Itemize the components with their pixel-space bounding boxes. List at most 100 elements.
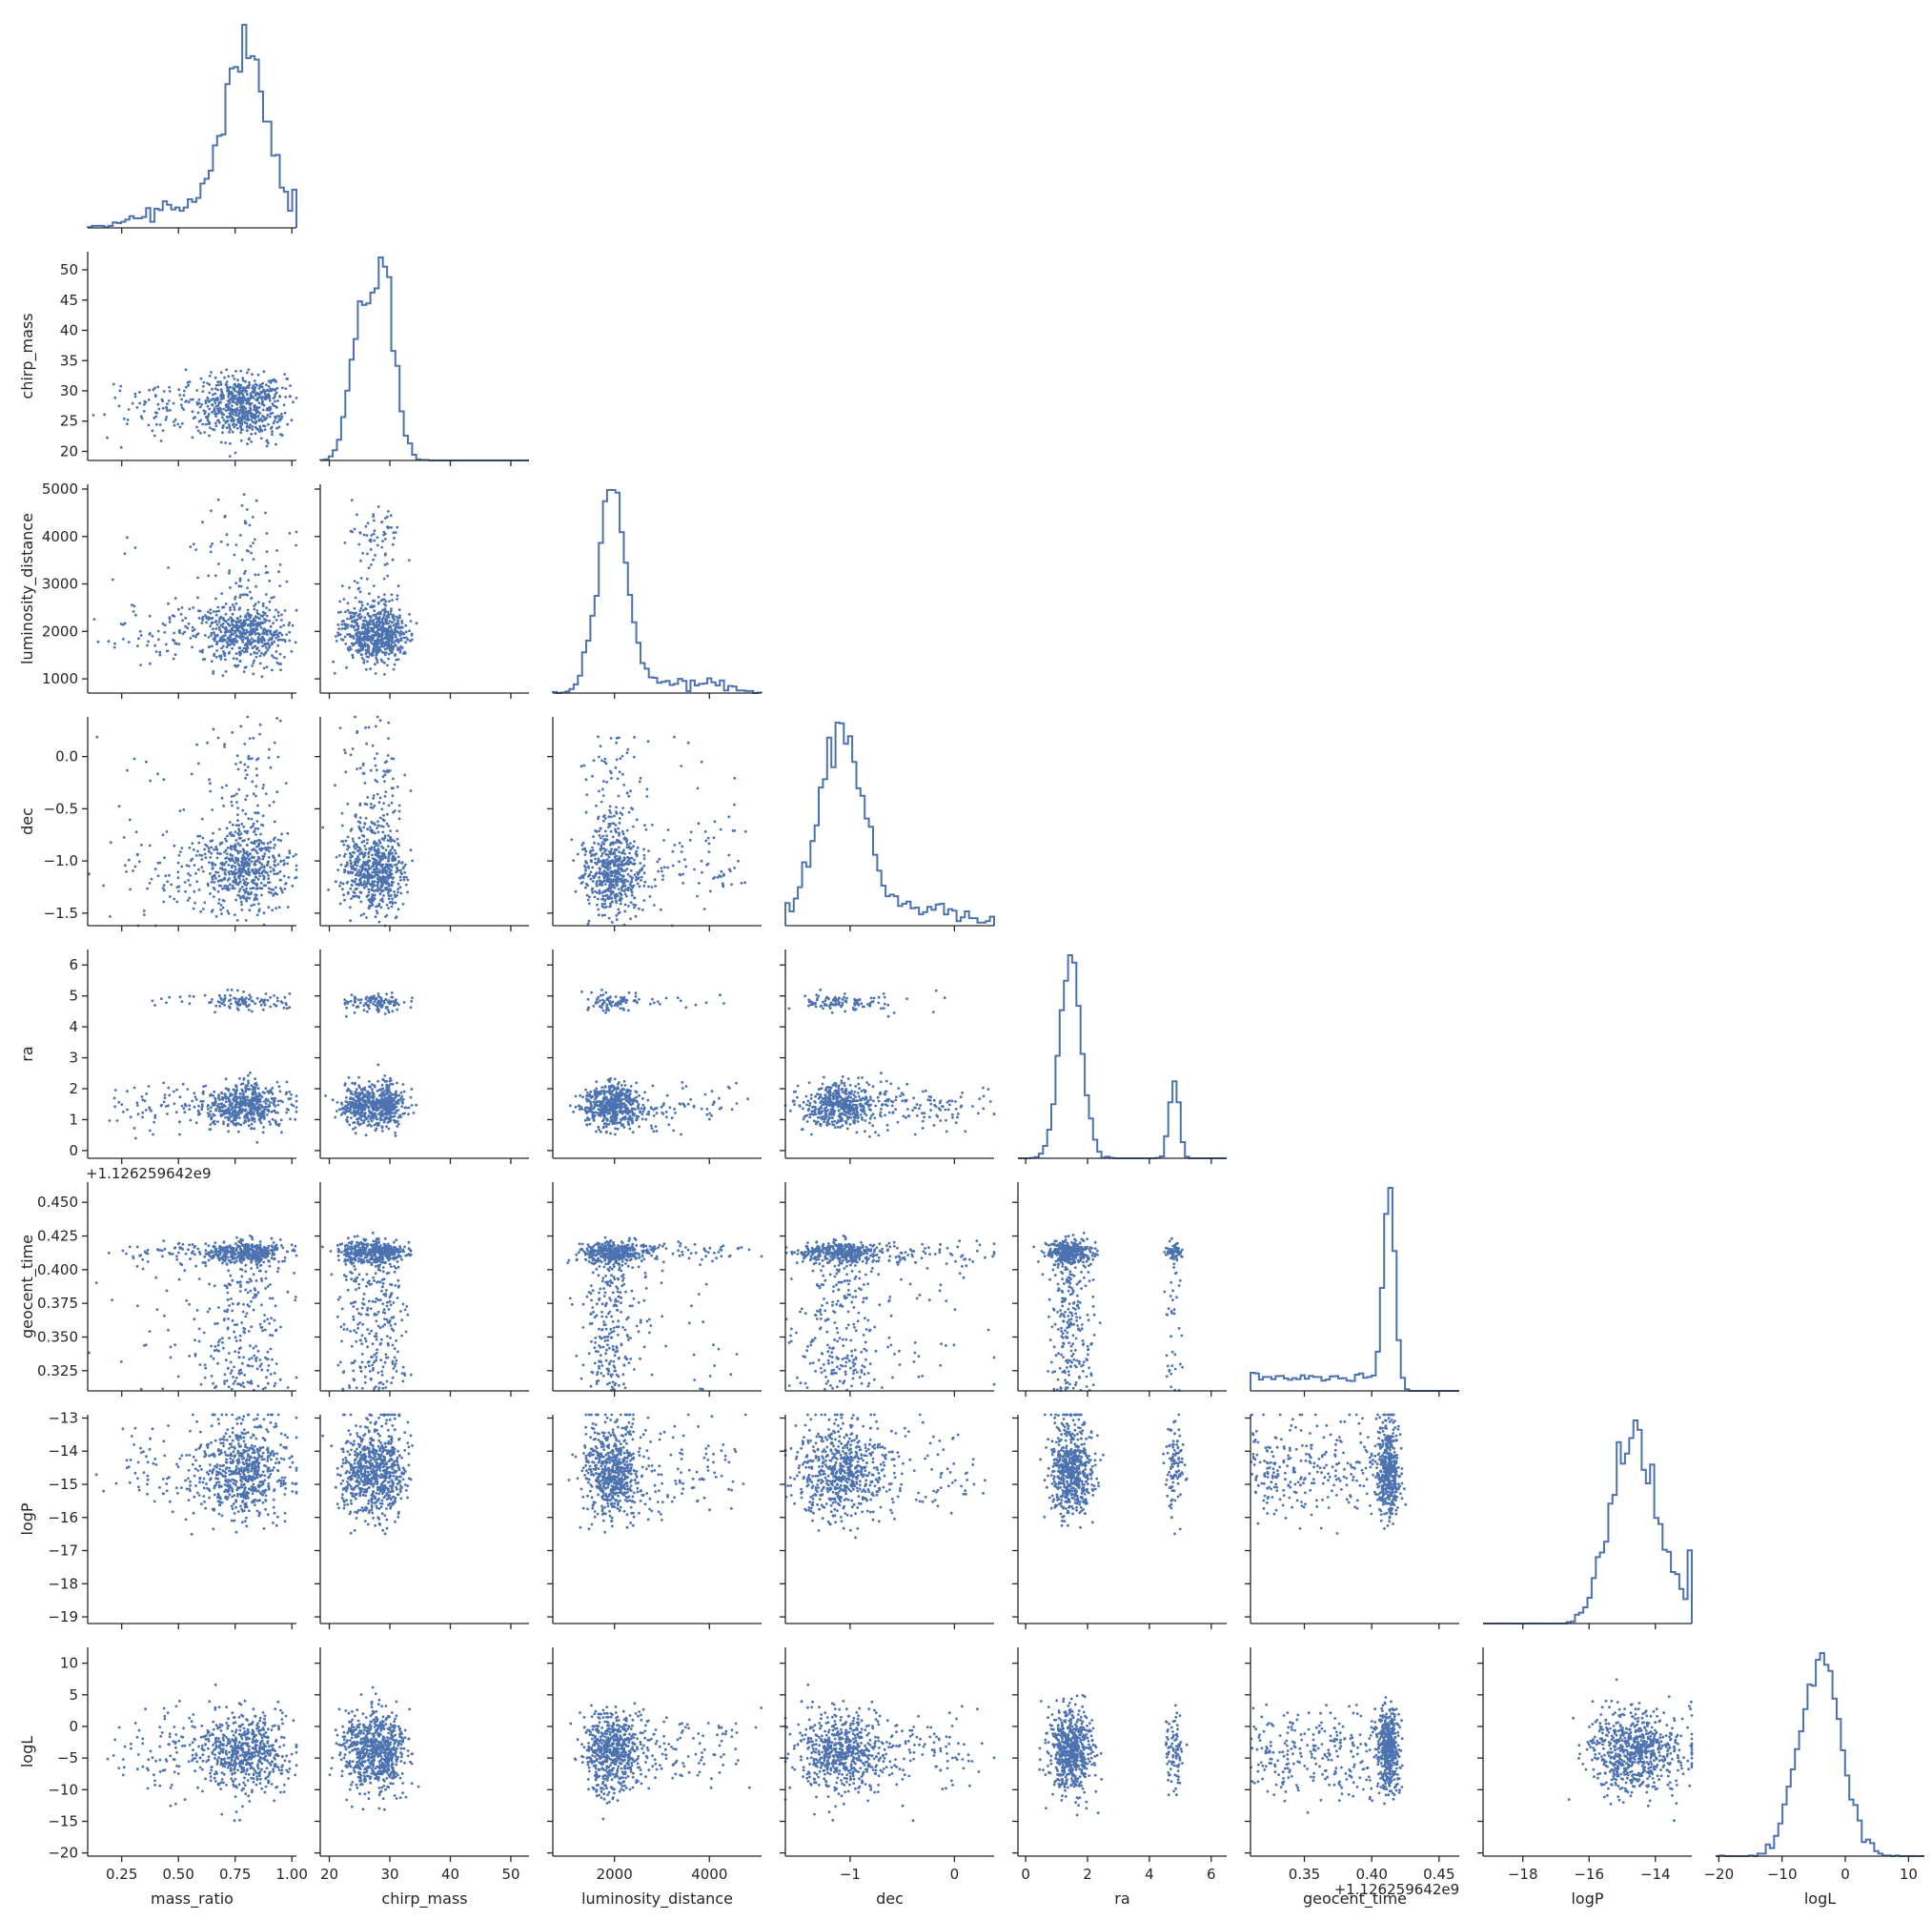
scatter-point: [225, 627, 229, 631]
scatter-point: [586, 922, 590, 926]
scatter-point: [286, 906, 290, 909]
scatter-point: [288, 1091, 292, 1093]
scatter-point: [186, 1088, 190, 1091]
scatter-point: [237, 787, 241, 791]
scatter-point: [226, 622, 230, 625]
scatter-point: [267, 877, 270, 881]
scatter-point: [218, 827, 221, 831]
scatter-point: [392, 810, 395, 814]
scatter-point: [242, 851, 246, 855]
scatter-point: [182, 408, 186, 411]
scatter-point: [144, 1109, 148, 1112]
scatter-point: [248, 896, 252, 900]
scatter-point: [220, 416, 224, 419]
scatter-point: [623, 909, 627, 913]
scatter-point: [261, 1008, 265, 1011]
scatter-point: [395, 915, 398, 919]
scatter-point: [228, 999, 231, 1002]
scatter-point: [135, 853, 139, 857]
scatter-point: [366, 873, 370, 877]
scatter-point: [285, 1108, 289, 1111]
scatter-point: [340, 824, 344, 827]
scatter-point: [376, 543, 379, 547]
scatter-point: [236, 1130, 240, 1134]
scatter-point: [238, 615, 242, 618]
scatter-point: [197, 398, 201, 401]
scatter-point: [617, 794, 620, 798]
scatter-point: [399, 871, 403, 875]
scatter-point: [244, 665, 248, 669]
scatter-point: [238, 867, 242, 869]
scatter-point: [153, 386, 157, 390]
scatter-point: [393, 537, 396, 540]
scatter-point: [359, 577, 363, 580]
scatter-point: [364, 816, 368, 820]
scatter-point: [615, 899, 618, 903]
scatter-point: [583, 853, 587, 856]
scatter-point: [376, 792, 379, 796]
scatter-point: [227, 1123, 230, 1126]
scatter-point: [719, 827, 722, 831]
scatter-point: [236, 617, 240, 621]
scatter-point: [279, 839, 283, 843]
scatter-point: [211, 427, 214, 431]
scatter-point: [722, 884, 724, 887]
scatter-point: [224, 837, 227, 841]
scatter-point: [271, 1117, 275, 1121]
scatter-point: [255, 651, 259, 655]
scatter-point: [247, 1081, 250, 1085]
scatter-point: [231, 374, 234, 378]
scatter-point: [251, 1000, 254, 1003]
scatter-point: [234, 370, 237, 373]
scatter-point: [225, 852, 229, 855]
scatter-point: [227, 870, 231, 874]
scatter-point: [208, 645, 212, 648]
scatter-point: [243, 410, 246, 414]
scatter-point: [387, 859, 390, 863]
scatter-point: [251, 841, 254, 845]
scatter-point: [234, 394, 237, 398]
scatter-point: [367, 888, 371, 891]
scatter-point: [696, 786, 700, 790]
scatter-point: [622, 837, 626, 840]
scatter-point: [259, 396, 263, 398]
scatter-point: [240, 860, 244, 864]
scatter-point: [377, 861, 381, 865]
scatter-point: [254, 603, 257, 605]
scatter-point: [212, 727, 215, 731]
scatter-point: [629, 881, 633, 884]
scatter-point: [210, 371, 213, 374]
scatter-point: [620, 829, 624, 833]
scatter-point: [214, 1096, 217, 1100]
scatter-point: [264, 418, 267, 421]
scatter-point: [620, 813, 624, 816]
scatter-point: [353, 860, 356, 864]
scatter-point: [242, 1093, 245, 1095]
scatter-point: [733, 867, 736, 869]
scatter-point: [377, 632, 380, 635]
scatter-point: [255, 1083, 258, 1087]
scatter-point: [362, 826, 366, 829]
scatter-point: [572, 859, 575, 863]
scatter-point: [282, 1006, 286, 1010]
scatter-point: [268, 804, 272, 807]
scatter-point: [366, 878, 370, 882]
scatter-point: [154, 395, 157, 398]
scatter-point: [275, 1111, 277, 1114]
scatter-point: [386, 839, 390, 843]
scatter-point: [183, 1111, 187, 1114]
scatter-point: [618, 817, 621, 820]
scatter-point: [615, 914, 619, 917]
scatter-point: [228, 423, 231, 427]
scatter-point: [356, 650, 360, 653]
scatter-point: [269, 1005, 272, 1009]
scatter-point: [209, 426, 212, 430]
scatter-point: [359, 890, 363, 894]
scatter-point: [727, 815, 731, 819]
scatter-point: [393, 618, 397, 622]
scatter-point: [389, 514, 393, 518]
scatter-point: [367, 614, 371, 618]
scatter-point: [225, 533, 229, 537]
scatter-point: [267, 860, 270, 864]
scatter-point: [356, 731, 359, 734]
